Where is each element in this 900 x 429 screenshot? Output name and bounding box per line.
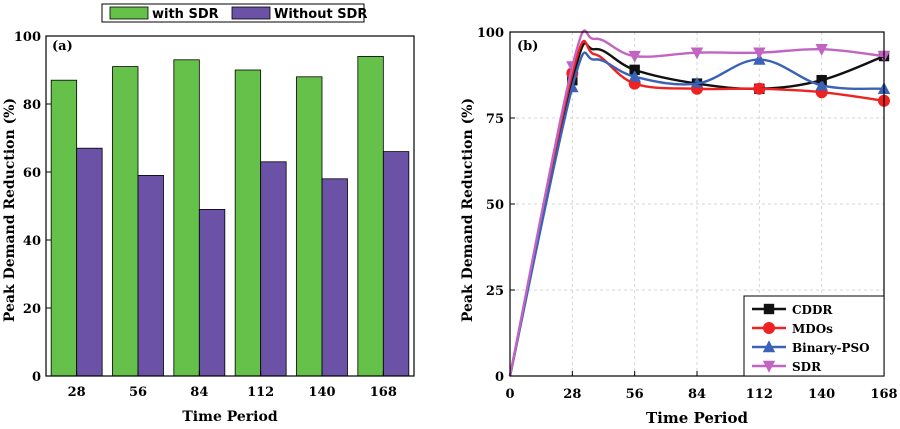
legend-label-mdos: MDOs	[792, 322, 833, 336]
y-axis-ticks-b: 0 25 50 75 100	[477, 26, 515, 385]
x-tick-label-a: 28	[68, 385, 86, 400]
bar-without-sdr-28	[76, 147, 103, 377]
x-tick-label-a: 168	[370, 385, 397, 400]
bar-chart-panel: 0 20 40 60 80 100 28 56 84 112 140 168 (a) Time Pe…	[2, 3, 415, 425]
x-tick-label-a: 140	[308, 385, 335, 400]
line-chart-panel: 0 25 50 75 100 0 28 56 84 112 140 168 (b) Time Per…	[460, 26, 898, 427]
x-tick-label-a: 112	[247, 385, 274, 400]
legend-label-without-sdr: Without SDR	[274, 7, 367, 22]
y-tick-label-a: 60	[23, 166, 41, 181]
legend-b: CDDR MDOs Binary-PSO SDR	[743, 295, 885, 377]
bar-with-sdr-28	[50, 79, 78, 377]
x-tick-label-b: 56	[626, 387, 644, 402]
bar-with-sdr-140	[296, 76, 323, 377]
x-tick-label-b: 84	[688, 387, 706, 402]
bar-with-sdr-168	[357, 56, 384, 377]
y-axis-ticks-a: 0 20 40 60 80 100	[14, 30, 51, 385]
legend-label-binary-pso: Binary-PSO	[792, 341, 870, 355]
x-axis-label-b: Time Period	[646, 409, 749, 427]
y-tick-label-b: 50	[486, 198, 504, 213]
y-axis-label-a: Peak Demand Reduction (%)	[2, 98, 18, 322]
bar-with-sdr-84	[173, 59, 200, 377]
legend-label-with-sdr: with SDR	[152, 7, 219, 22]
y-tick-label-a: 20	[23, 302, 41, 317]
x-axis-ticks-a: 28 56 84 112 140 168	[68, 371, 397, 400]
legend-swatch-with-sdr	[109, 6, 149, 20]
legend-swatch-without-sdr	[231, 6, 271, 20]
bar-without-sdr-168	[382, 151, 410, 377]
x-tick-label-b: 28	[563, 387, 581, 402]
bar-without-sdr-140	[321, 178, 348, 377]
x-tick-label-a: 56	[129, 385, 147, 400]
y-tick-label-a: 40	[23, 234, 41, 249]
y-axis-label-b: Peak Demand Reduction (%)	[460, 98, 476, 322]
legend-a: with SDR Without SDR	[101, 3, 367, 23]
bar-series-group	[50, 56, 410, 377]
x-tick-label-b: 140	[808, 387, 835, 402]
x-tick-label-a: 84	[190, 385, 208, 400]
legend-markers-b	[752, 303, 786, 373]
panel-label-b: (b)	[517, 39, 538, 54]
legend-marker-mdos	[763, 322, 775, 334]
x-tick-label-b: 112	[746, 387, 773, 402]
series-line-binary-pso	[508, 51, 885, 377]
legend-marker-binary-pso	[762, 340, 776, 353]
bar-without-sdr-112	[260, 161, 287, 377]
bar-with-sdr-112	[234, 69, 262, 377]
legend-label-cddr: CDDR	[792, 303, 833, 317]
y-tick-label-a: 100	[14, 30, 41, 45]
y-tick-label-b: 75	[486, 112, 504, 127]
series-line-sdr	[508, 29, 885, 377]
legend-marker-cddr	[763, 303, 775, 315]
x-tick-label-b: 0	[505, 387, 514, 402]
bar-with-sdr-56	[112, 66, 139, 377]
y-tick-label-b: 0	[495, 370, 504, 385]
y-tick-label-b: 100	[477, 26, 504, 41]
panel-label-a: (a)	[52, 39, 73, 54]
legend-label-sdr: SDR	[792, 360, 822, 374]
legend-marker-sdr	[762, 360, 776, 373]
x-axis-ticks-b: 0 28 56 84 112 140 168	[505, 371, 898, 402]
y-tick-label-a: 0	[32, 370, 41, 385]
plot-frame-a	[45, 35, 415, 377]
x-tick-label-b: 168	[870, 387, 897, 402]
x-axis-label-a: Time Period	[182, 409, 277, 425]
y-tick-label-b: 25	[486, 284, 504, 299]
y-tick-label-a: 80	[23, 98, 41, 113]
bar-without-sdr-56	[137, 174, 164, 377]
bar-without-sdr-84	[198, 208, 226, 377]
grid-lines-b	[510, 32, 884, 376]
